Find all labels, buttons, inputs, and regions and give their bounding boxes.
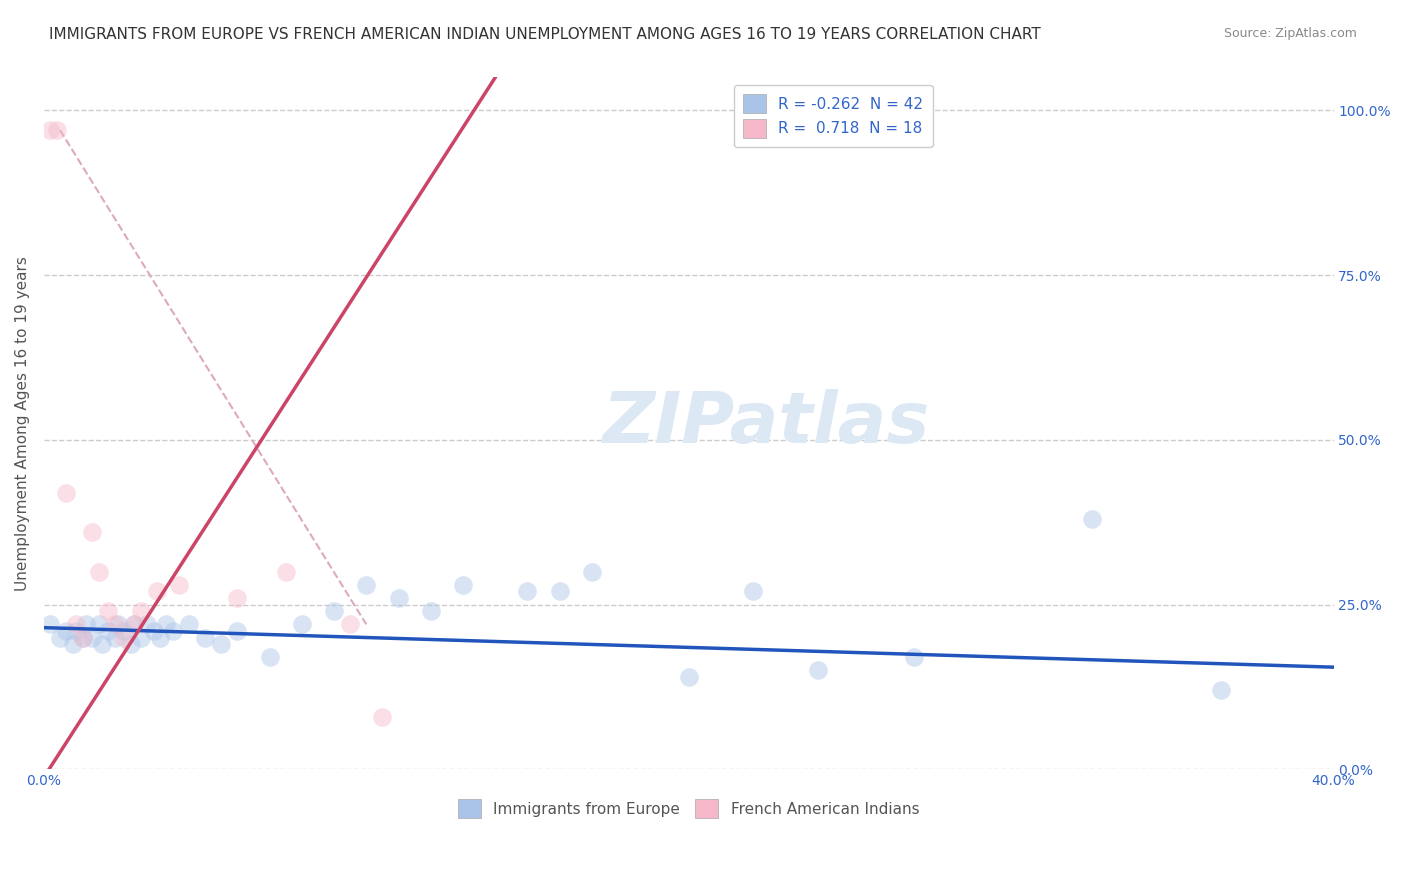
Legend: Immigrants from Europe, French American Indians: Immigrants from Europe, French American … <box>453 793 925 824</box>
Point <box>136 617 159 632</box>
Y-axis label: Unemployment Among Ages 16 to 19 years: Unemployment Among Ages 16 to 19 years <box>15 256 30 591</box>
Point <box>104 617 127 632</box>
Point <box>177 617 200 632</box>
Point <box>55 485 77 500</box>
Point <box>39 123 62 137</box>
Point <box>129 604 152 618</box>
Text: IMMIGRANTS FROM EUROPE VS FRENCH AMERICAN INDIAN UNEMPLOYMENT AMONG AGES 16 TO 1: IMMIGRANTS FROM EUROPE VS FRENCH AMERICA… <box>49 27 1040 42</box>
Point <box>97 604 120 618</box>
Point <box>65 624 87 638</box>
Point <box>75 617 97 632</box>
Point <box>104 631 127 645</box>
Point <box>356 578 378 592</box>
Point <box>114 624 136 638</box>
Point <box>90 637 112 651</box>
Point <box>291 617 314 632</box>
Point <box>162 624 184 638</box>
Point <box>807 664 830 678</box>
Point <box>142 624 165 638</box>
Point <box>516 584 538 599</box>
Point <box>226 624 249 638</box>
Point <box>1209 683 1232 698</box>
Point <box>39 617 62 632</box>
Point <box>903 650 925 665</box>
Point <box>72 631 94 645</box>
Point <box>387 591 409 605</box>
Point <box>194 631 217 645</box>
Point <box>55 624 77 638</box>
Point <box>209 637 232 651</box>
Point <box>339 617 361 632</box>
Point <box>122 617 145 632</box>
Point <box>371 709 394 723</box>
Point <box>45 123 67 137</box>
Point <box>114 631 136 645</box>
Point <box>72 631 94 645</box>
Point <box>581 565 603 579</box>
Point <box>97 624 120 638</box>
Point <box>120 637 142 651</box>
Point <box>62 637 84 651</box>
Point <box>65 617 87 632</box>
Point <box>145 584 167 599</box>
Point <box>82 525 104 540</box>
Point <box>155 617 177 632</box>
Point <box>742 584 765 599</box>
Point <box>82 631 104 645</box>
Point <box>87 565 110 579</box>
Point <box>678 670 700 684</box>
Point <box>87 617 110 632</box>
Point <box>548 584 571 599</box>
Point <box>149 631 172 645</box>
Point <box>129 631 152 645</box>
Point <box>169 578 191 592</box>
Text: Source: ZipAtlas.com: Source: ZipAtlas.com <box>1223 27 1357 40</box>
Point <box>259 650 281 665</box>
Point <box>122 617 145 632</box>
Point <box>274 565 297 579</box>
Text: ZIPatlas: ZIPatlas <box>602 389 929 458</box>
Point <box>107 617 129 632</box>
Point <box>323 604 346 618</box>
Point <box>451 578 474 592</box>
Point <box>419 604 441 618</box>
Point <box>1080 512 1102 526</box>
Point <box>49 631 72 645</box>
Point <box>226 591 249 605</box>
